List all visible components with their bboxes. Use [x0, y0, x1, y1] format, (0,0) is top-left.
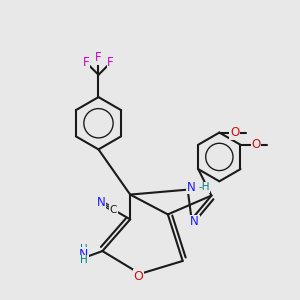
Text: O: O: [251, 138, 260, 151]
Text: O: O: [134, 270, 143, 283]
Text: N: N: [187, 181, 196, 194]
Text: F: F: [83, 56, 90, 69]
Text: H: H: [80, 255, 88, 265]
Text: N: N: [97, 196, 106, 209]
Text: N: N: [190, 215, 199, 228]
Text: H: H: [80, 244, 88, 254]
Text: F: F: [107, 56, 114, 69]
Text: -H: -H: [198, 182, 210, 192]
Text: N: N: [79, 248, 88, 261]
Text: O: O: [230, 126, 239, 139]
Text: C: C: [110, 205, 117, 215]
Text: F: F: [95, 51, 102, 64]
